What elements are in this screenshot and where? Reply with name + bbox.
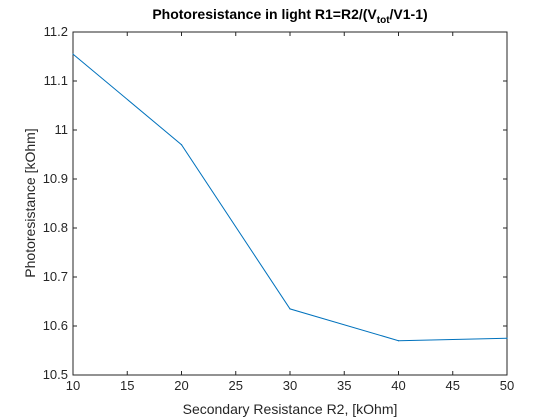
- x-tick-labels: 10 15 20 25 30 35 40 45 50: [66, 378, 514, 393]
- x-tick-label: 45: [446, 378, 460, 393]
- x-axis-label: Secondary Resistance R2, [kOhm]: [183, 401, 398, 417]
- y-tick-label: 10.9: [43, 171, 68, 186]
- x-tick-label: 35: [337, 378, 351, 393]
- data-point: [397, 340, 400, 342]
- chart-title-tail: /V1-1): [390, 6, 428, 22]
- y-tick-label: 11.2: [44, 24, 68, 39]
- data-point: [180, 144, 183, 146]
- y-tick-label: 10.6: [43, 318, 68, 333]
- x-tick-label: 20: [174, 378, 188, 393]
- data-point: [289, 308, 291, 310]
- y-tick-label: 10.8: [43, 220, 68, 235]
- series-layer: [72, 53, 508, 342]
- y-tick-label: 11.1: [44, 73, 68, 88]
- x-tick-label: 10: [66, 378, 80, 393]
- chart-title-main: Photoresistance in light R1=R2/(V: [152, 6, 377, 22]
- chart-title: Photoresistance in light R1=R2/(Vtot/V1-…: [152, 6, 427, 26]
- y-tick-label: 10.7: [43, 269, 68, 284]
- data-point: [506, 337, 508, 339]
- x-tick-label: 40: [391, 378, 405, 393]
- plot-area: [72, 31, 508, 376]
- x-tick-label: 30: [283, 378, 297, 393]
- y-tick-label: 10.5: [43, 367, 68, 382]
- x-tick-label: 25: [229, 378, 243, 393]
- chart-title-subscript: tot: [377, 15, 390, 26]
- x-tick-label: 15: [120, 378, 134, 393]
- y-tick-label: 11: [55, 122, 69, 137]
- x-tick-label: 50: [500, 378, 514, 393]
- y-tick-labels: 10.5 10.6 10.7 10.8 10.9 11 11.1 11.2: [43, 24, 68, 382]
- data-point: [72, 53, 74, 55]
- y-axis-label: Photoresistance [kOhm]: [22, 128, 38, 277]
- axis-ticks: [72, 31, 508, 376]
